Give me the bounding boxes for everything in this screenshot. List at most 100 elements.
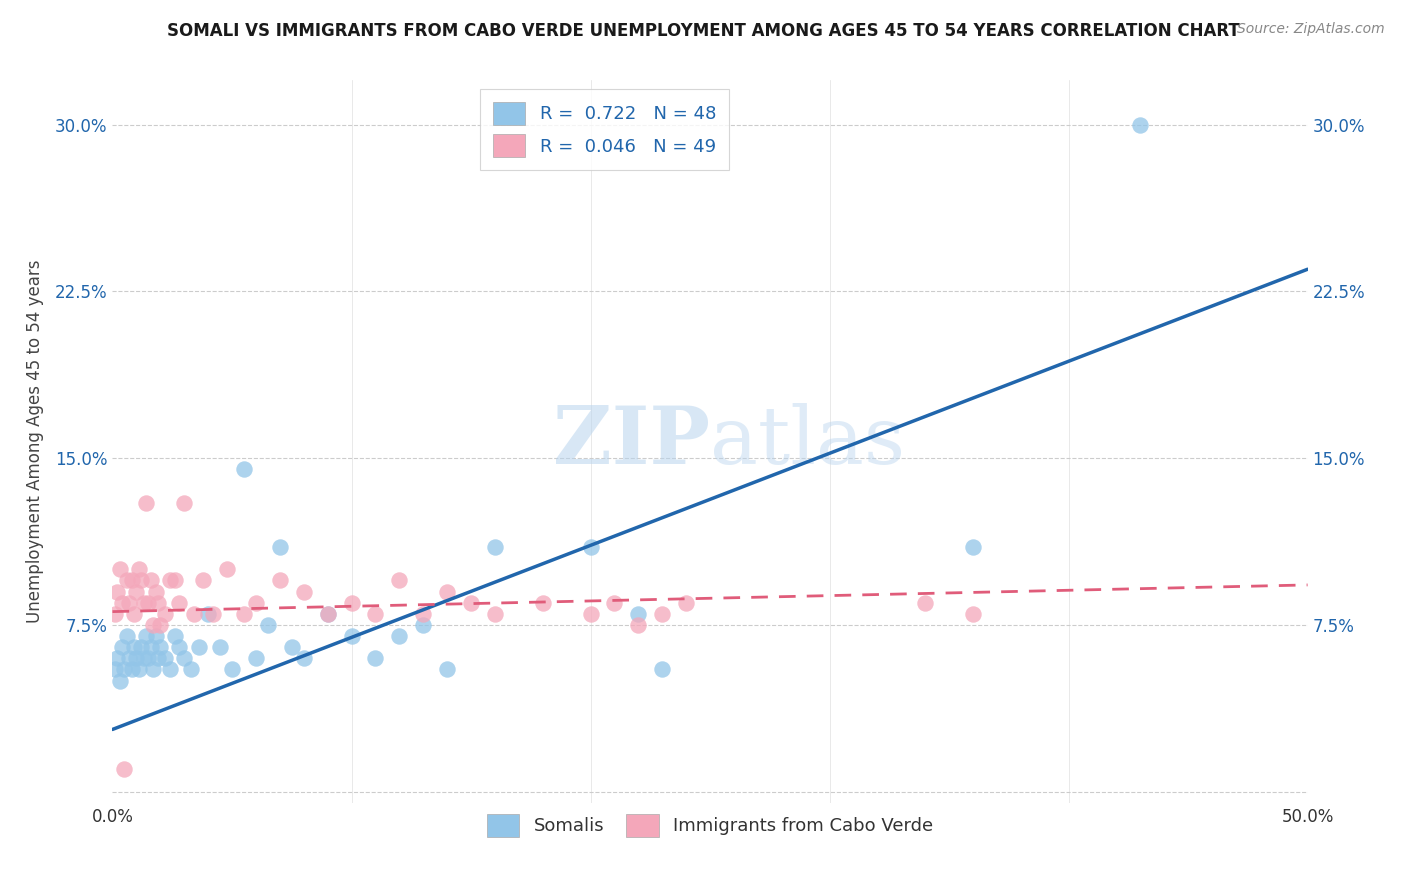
Point	[531, 596, 554, 610]
Point	[111, 596, 134, 610]
Point	[292, 651, 315, 665]
Point	[169, 640, 191, 655]
Legend: Somalis, Immigrants from Cabo Verde: Somalis, Immigrants from Cabo Verde	[477, 803, 943, 848]
Point	[139, 574, 162, 588]
Point	[139, 640, 162, 655]
Point	[579, 607, 602, 621]
Point	[675, 596, 697, 610]
Point	[142, 662, 165, 676]
Point	[269, 540, 291, 554]
Point	[159, 574, 181, 588]
Point	[135, 496, 157, 510]
Point	[1129, 118, 1152, 132]
Point	[121, 574, 143, 588]
Point	[163, 629, 186, 643]
Point	[153, 651, 176, 665]
Point	[603, 596, 626, 610]
Text: Source: ZipAtlas.com: Source: ZipAtlas.com	[1237, 22, 1385, 37]
Point	[173, 651, 195, 665]
Point	[149, 618, 172, 632]
Point	[183, 607, 205, 621]
Point	[115, 574, 138, 588]
Point	[129, 640, 152, 655]
Point	[149, 640, 172, 655]
Point	[146, 596, 169, 610]
Point	[138, 651, 160, 665]
Point	[651, 607, 673, 621]
Point	[627, 607, 650, 621]
Point	[114, 763, 135, 777]
Point	[142, 618, 165, 632]
Point	[115, 629, 138, 643]
Point	[651, 662, 673, 676]
Point	[197, 607, 219, 621]
Point	[209, 640, 232, 655]
Point	[173, 496, 195, 510]
Point	[118, 596, 141, 610]
Point	[138, 596, 160, 610]
Point	[125, 651, 148, 665]
Point	[128, 562, 150, 576]
Y-axis label: Unemployment Among Ages 45 to 54 years: Unemployment Among Ages 45 to 54 years	[25, 260, 44, 624]
Point	[122, 607, 145, 621]
Point	[135, 629, 157, 643]
Point	[962, 540, 984, 554]
Point	[111, 640, 134, 655]
Point	[412, 618, 434, 632]
Point	[579, 540, 602, 554]
Point	[108, 673, 131, 688]
Point	[245, 651, 267, 665]
Point	[145, 629, 167, 643]
Point	[316, 607, 339, 621]
Point	[104, 607, 127, 621]
Text: ZIP: ZIP	[553, 402, 710, 481]
Point	[105, 584, 128, 599]
Point	[145, 584, 167, 599]
Point	[153, 607, 176, 621]
Point	[217, 562, 239, 576]
Point	[163, 574, 186, 588]
Point	[484, 607, 506, 621]
Point	[340, 629, 363, 643]
Point	[193, 574, 215, 588]
Point	[129, 574, 152, 588]
Point	[180, 662, 202, 676]
Point	[122, 640, 145, 655]
Text: atlas: atlas	[710, 402, 905, 481]
Point	[121, 662, 143, 676]
Point	[257, 618, 280, 632]
Point	[340, 596, 363, 610]
Point	[245, 596, 267, 610]
Point	[105, 651, 128, 665]
Point	[104, 662, 127, 676]
Point	[364, 651, 387, 665]
Point	[484, 540, 506, 554]
Point	[201, 607, 224, 621]
Point	[364, 607, 387, 621]
Point	[128, 662, 150, 676]
Point	[281, 640, 304, 655]
Point	[388, 629, 411, 643]
Point	[125, 584, 148, 599]
Text: SOMALI VS IMMIGRANTS FROM CABO VERDE UNEMPLOYMENT AMONG AGES 45 TO 54 YEARS CORR: SOMALI VS IMMIGRANTS FROM CABO VERDE UNE…	[167, 22, 1239, 40]
Point	[233, 607, 256, 621]
Point	[460, 596, 482, 610]
Point	[221, 662, 243, 676]
Point	[108, 562, 131, 576]
Point	[187, 640, 209, 655]
Point	[914, 596, 936, 610]
Point	[169, 596, 191, 610]
Point	[146, 651, 169, 665]
Point	[388, 574, 411, 588]
Point	[269, 574, 291, 588]
Point	[436, 584, 458, 599]
Point	[159, 662, 181, 676]
Point	[436, 662, 458, 676]
Point	[316, 607, 339, 621]
Point	[114, 662, 135, 676]
Point	[118, 651, 141, 665]
Point	[233, 462, 256, 476]
Point	[132, 596, 155, 610]
Point	[962, 607, 984, 621]
Point	[412, 607, 434, 621]
